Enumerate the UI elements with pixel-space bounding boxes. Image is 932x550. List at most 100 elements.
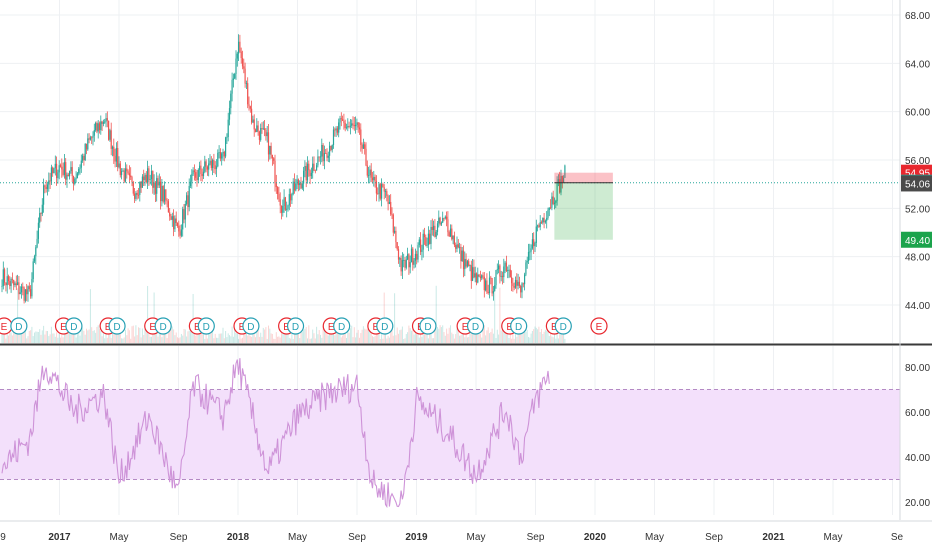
candle-body bbox=[381, 184, 383, 199]
candle-body bbox=[282, 206, 284, 213]
volume-bar bbox=[140, 337, 142, 343]
candle-body bbox=[290, 194, 292, 201]
volume-bar bbox=[304, 328, 306, 343]
volume-bar bbox=[291, 329, 293, 343]
candle-body bbox=[175, 218, 177, 224]
candle-body bbox=[262, 128, 264, 130]
time-tick-label: 2018 bbox=[227, 532, 250, 543]
earnings-letter: E bbox=[239, 322, 246, 333]
volume-bar bbox=[335, 331, 337, 343]
volume-bar bbox=[226, 337, 228, 343]
volume-bar bbox=[403, 338, 405, 343]
volume-bar bbox=[145, 330, 147, 343]
dividend-letter: D bbox=[560, 322, 567, 333]
candle-body bbox=[62, 169, 64, 175]
candle-body bbox=[318, 156, 320, 158]
volume-bar bbox=[365, 329, 367, 343]
candle-body bbox=[70, 167, 72, 172]
dividend-circle bbox=[333, 317, 351, 335]
dividend-letter: D bbox=[424, 322, 431, 333]
candle-body bbox=[256, 125, 258, 133]
candle-body bbox=[219, 152, 221, 159]
candle-body bbox=[171, 216, 173, 220]
dividend-marker[interactable]: D bbox=[376, 317, 394, 335]
dividend-marker[interactable]: D bbox=[333, 317, 351, 335]
volume-bar bbox=[18, 329, 20, 343]
dividend-marker[interactable]: D bbox=[10, 317, 28, 335]
volume-bar bbox=[180, 333, 182, 343]
dividend-marker[interactable]: D bbox=[286, 317, 305, 335]
earnings-marker[interactable]: E bbox=[590, 317, 608, 335]
candle-body bbox=[209, 160, 211, 164]
dividend-marker[interactable]: D bbox=[510, 317, 528, 335]
price-axis: 68.00 64.00 60.00 56.00 52.00 48.00 44.00 54.95… bbox=[901, 11, 932, 312]
volume-bar bbox=[127, 328, 129, 343]
volume-bar bbox=[268, 325, 269, 343]
rsi-axis: 80.00 60.00 40.00 20.00 bbox=[905, 363, 930, 509]
volume-bar bbox=[505, 326, 507, 343]
candle-body bbox=[535, 226, 537, 243]
candle-body bbox=[310, 172, 312, 177]
volume-bar bbox=[552, 337, 554, 343]
dividend-marker[interactable]: D bbox=[242, 317, 260, 335]
dividend-marker[interactable]: D bbox=[65, 317, 83, 335]
dividend-marker[interactable]: D bbox=[554, 317, 572, 335]
volume-bar bbox=[157, 336, 159, 343]
volume-bar bbox=[167, 332, 169, 343]
volume-bar bbox=[101, 336, 103, 343]
candle-body bbox=[327, 155, 329, 158]
volume-bar bbox=[17, 288, 19, 343]
candle-body bbox=[469, 265, 471, 266]
candle-body bbox=[53, 168, 55, 174]
volume-bar bbox=[320, 334, 321, 343]
candle-body bbox=[170, 216, 172, 220]
time-axis: 9 2017 May Sep 2018 May Sep 2019 May Sep 2020 May Se… bbox=[0, 532, 903, 543]
candle-body bbox=[526, 260, 528, 263]
volume-bar bbox=[243, 328, 245, 343]
candle-body bbox=[240, 51, 242, 59]
volume-bar bbox=[69, 329, 71, 343]
dividend-marker[interactable]: D bbox=[419, 317, 437, 335]
dividend-marker[interactable]: D bbox=[466, 317, 485, 335]
volume-bar bbox=[381, 333, 383, 343]
candle-body bbox=[31, 279, 33, 297]
volume-bar bbox=[307, 338, 308, 343]
candle-body bbox=[45, 187, 47, 189]
volume-bar bbox=[479, 333, 481, 343]
candle-body bbox=[397, 249, 400, 260]
candle-body bbox=[394, 230, 396, 233]
candle-body bbox=[330, 145, 332, 150]
dividend-marker[interactable]: D bbox=[108, 317, 126, 335]
volume-bar bbox=[255, 337, 256, 343]
volume-bar bbox=[19, 329, 21, 343]
earnings-letter: E bbox=[328, 322, 335, 333]
candle-body bbox=[425, 237, 427, 246]
volume-bar bbox=[40, 334, 42, 343]
volume-bar bbox=[433, 338, 435, 343]
candle-body bbox=[201, 173, 203, 177]
volume-bar bbox=[465, 332, 467, 343]
dividend-circle bbox=[376, 317, 394, 335]
price-tick-label: 48.00 bbox=[905, 253, 930, 264]
candle-body bbox=[479, 276, 481, 279]
volume-bar bbox=[481, 337, 483, 343]
dividend-marker[interactable]: D bbox=[154, 317, 172, 335]
volume-bar bbox=[13, 326, 15, 343]
candle-body bbox=[391, 214, 393, 216]
volume-bar bbox=[323, 326, 325, 343]
candle-body bbox=[37, 222, 39, 239]
volume-bar bbox=[143, 334, 145, 343]
candle-body bbox=[197, 169, 199, 181]
position-stop-zone bbox=[554, 172, 613, 183]
dividend-letter: D bbox=[160, 322, 167, 333]
candle-body bbox=[405, 259, 407, 268]
volume-bar bbox=[470, 331, 472, 343]
dividend-circle bbox=[108, 317, 126, 335]
dividend-marker[interactable]: D bbox=[197, 317, 215, 335]
candle-body bbox=[358, 127, 361, 130]
earnings-marker[interactable]: E bbox=[0, 317, 13, 335]
volume-bar bbox=[175, 332, 177, 343]
volume-bar bbox=[538, 326, 540, 343]
candle-body bbox=[435, 231, 437, 237]
